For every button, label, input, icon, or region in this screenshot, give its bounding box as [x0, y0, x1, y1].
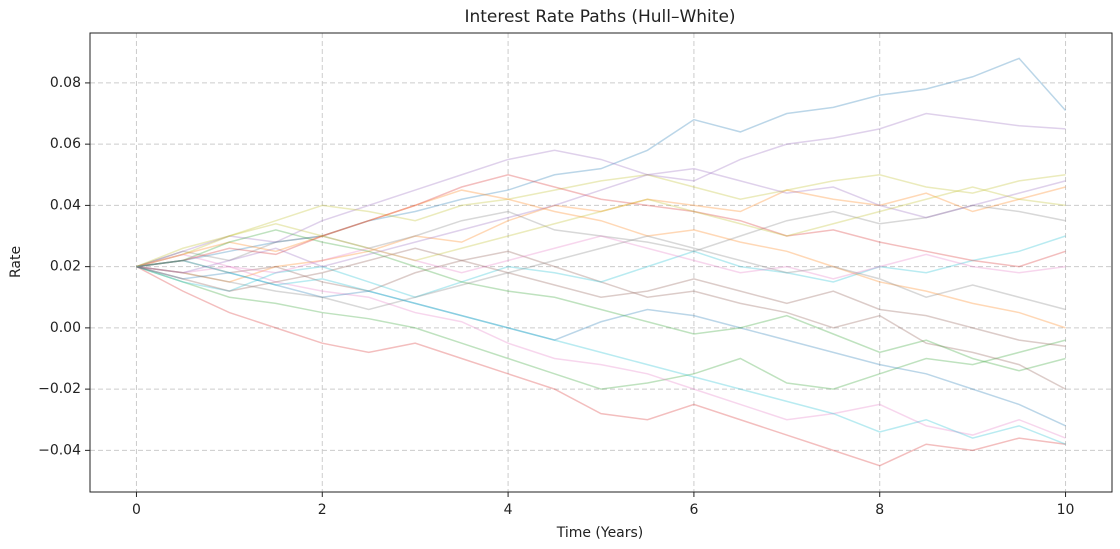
y-tick-label: −0.04 — [38, 442, 81, 458]
rate-path — [136, 189, 1066, 329]
x-tick-label: 8 — [875, 502, 884, 518]
y-tick-label: 0.06 — [50, 136, 81, 152]
rate-path — [136, 265, 1066, 439]
rate-path — [136, 259, 1066, 445]
rate-path — [136, 204, 1066, 268]
x-tick-label: 10 — [1057, 502, 1075, 518]
rate-path — [136, 229, 1066, 372]
y-tick-label: 0.08 — [50, 75, 81, 91]
rate-path — [136, 57, 1067, 268]
x-tick-label: 2 — [318, 502, 327, 518]
plot-frame — [89, 32, 1113, 493]
rate-path — [136, 265, 1066, 390]
rate-path — [136, 112, 1066, 268]
rate-path — [136, 250, 1066, 390]
x-tick-label: 4 — [504, 502, 513, 518]
rate-path — [136, 265, 1066, 427]
rate-path — [136, 174, 1066, 268]
rate-path — [136, 265, 1066, 467]
rate-path — [136, 235, 1066, 311]
y-tick-label: −0.02 — [38, 381, 81, 397]
y-tick-label: 0.02 — [50, 259, 81, 275]
rate-path — [136, 235, 1066, 299]
rate-path — [136, 173, 1066, 268]
x-axis-label: Time (Years) — [556, 525, 644, 541]
chart-title: Interest Rate Paths (Hull–White) — [464, 7, 735, 27]
rate-path — [136, 167, 1066, 274]
rate-path — [136, 247, 1066, 347]
y-tick-label: 0.00 — [50, 320, 81, 336]
rate-path — [136, 186, 1066, 283]
y-tick-label: 0.04 — [50, 197, 81, 213]
x-tick-label: 0 — [132, 502, 141, 518]
rate-path — [136, 235, 1066, 280]
y-axis-label: Rate — [8, 246, 24, 278]
x-tick-label: 6 — [689, 502, 698, 518]
rate-path — [136, 186, 1066, 268]
